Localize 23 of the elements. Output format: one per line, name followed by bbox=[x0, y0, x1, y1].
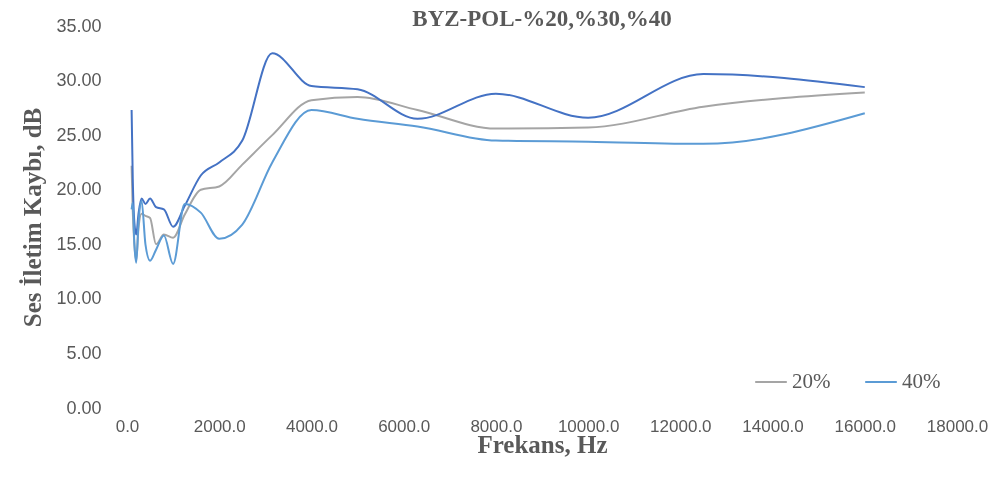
line-series bbox=[130, 52, 866, 236]
legend-label: 40% bbox=[902, 369, 941, 393]
x-tick-label: 18000.0 bbox=[926, 416, 989, 436]
x-tick-label: 2000.0 bbox=[193, 416, 246, 436]
y-tick-label: 10.00 bbox=[56, 288, 102, 309]
y-axis-title: Ses İletim Kaybı, dB bbox=[19, 107, 47, 328]
chart-title: BYZ-POL-%20,%30,%40 bbox=[412, 6, 672, 31]
x-tick-label: 6000.0 bbox=[378, 416, 431, 436]
x-tick-label: 8000.0 bbox=[470, 416, 523, 436]
x-tick-label: 4000.0 bbox=[285, 416, 338, 436]
y-tick-label: 15.00 bbox=[56, 233, 102, 254]
x-tick-label: 16000.0 bbox=[834, 416, 896, 436]
y-tick-label: 0.00 bbox=[66, 397, 102, 418]
y-tick-label: 20.00 bbox=[56, 179, 102, 200]
x-tick-label: 0.0 bbox=[115, 416, 140, 436]
legend-label: 20% bbox=[792, 369, 831, 393]
x-tick-label: 10000.0 bbox=[557, 416, 620, 436]
y-tick-label: 25.00 bbox=[56, 124, 102, 145]
x-tick-label: 14000.0 bbox=[742, 416, 804, 436]
y-tick-label: 35.00 bbox=[56, 15, 102, 36]
y-tick-label: 5.00 bbox=[66, 342, 102, 363]
x-tick-label: 12000.0 bbox=[650, 416, 712, 436]
y-tick-label: 30.00 bbox=[56, 70, 102, 91]
